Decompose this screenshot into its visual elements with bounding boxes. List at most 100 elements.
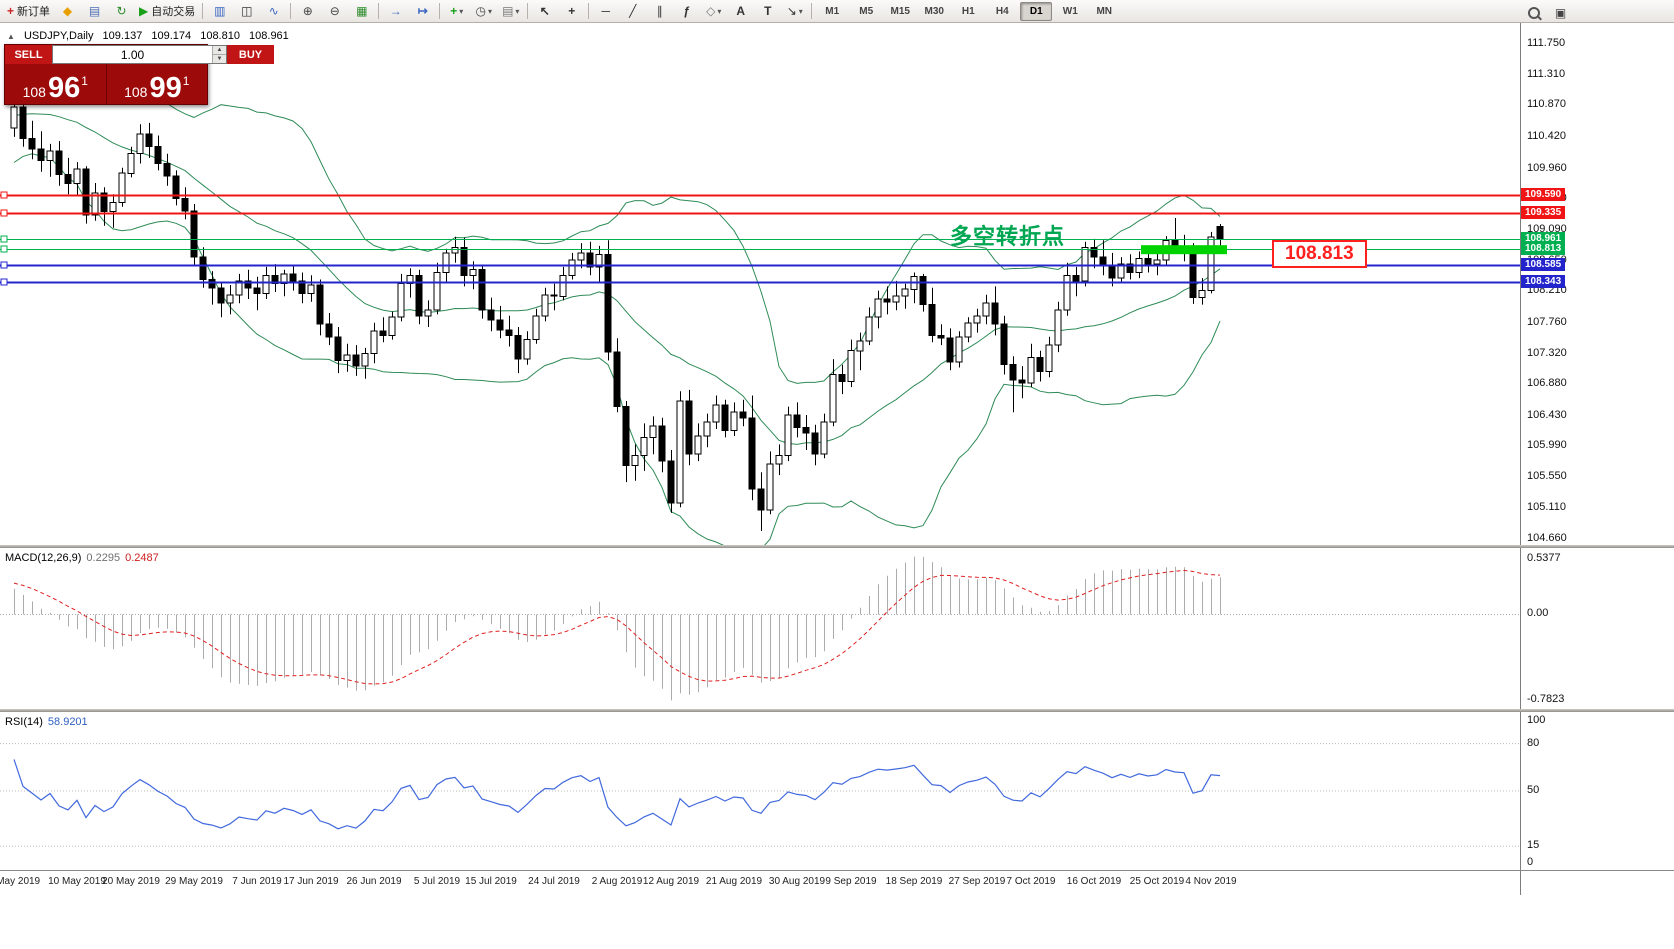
candle [55,150,63,176]
price-axis-label: 107.320 [1527,347,1567,359]
rsi-canvas[interactable] [0,712,1520,870]
timeframe-m1[interactable]: M1 [825,5,840,17]
timeframe-h4[interactable]: H4 [995,5,1009,17]
line-chart-button[interactable]: ∿ [260,1,287,22]
chart-shift-button[interactable]: ↦ [409,1,436,22]
timeframe-m30[interactable]: M30 [924,5,944,17]
auto-scroll-button[interactable]: → [382,1,409,22]
candle [1153,259,1161,265]
candle [739,411,747,419]
sell-price-prefix: 108 [22,83,46,100]
sell-price[interactable]: 108 96 1 [5,64,107,104]
collapse-trade-panel-arrow[interactable]: ▲ [7,32,15,41]
volume-up-button[interactable]: ▲ [213,46,226,55]
buy-price[interactable]: 108 99 1 [107,64,208,104]
candle [568,259,576,276]
candle [829,374,837,423]
ohlc-low: 108.810 [200,30,240,42]
macd-canvas[interactable] [0,548,1520,709]
chart-shift-icon: ↦ [417,4,428,18]
cursor-button[interactable]: ↖ [531,1,558,22]
zoom-in-button[interactable]: ⊕ [294,1,321,22]
trendline-button[interactable]: ╱ [619,1,646,22]
cursor-icon: ↖ [539,4,550,18]
price-chart-canvas[interactable] [0,23,1520,545]
templates-dropdown[interactable]: ▤ ▾ [497,1,524,22]
candle [1045,344,1053,373]
date-label: 2 Aug 2019 [591,876,643,887]
candle [1108,265,1116,279]
indicators-dropdown[interactable]: + ▾ [443,1,470,22]
ohlc-high: 109.174 [151,30,192,42]
price-axis-badge: 108.961 [1521,232,1566,245]
profiles-icon: ▤ [88,4,101,18]
price-axis-label: 105.990 [1527,439,1567,451]
price-axis-label: 109.960 [1527,162,1567,174]
timeframe-mn[interactable]: MN [1096,5,1113,17]
profiles-button[interactable]: ▤ [81,1,108,22]
fibonacci-button[interactable]: ƒ [673,1,700,22]
volume-input[interactable] [53,46,212,63]
price-scale[interactable]: 111.750 111.310 110.870 110.420 109.960 109.5… [1520,23,1674,545]
crosshair-button[interactable]: + [558,1,585,22]
metaeditor-button[interactable]: ◆ [54,1,81,22]
volume-stepper[interactable]: ▲ ▼ [52,45,227,64]
periods-dropdown[interactable]: ◷ ▾ [470,1,497,22]
candle [1117,263,1125,279]
sell-button[interactable]: SELL [5,45,52,64]
window-button[interactable]: ▣ [1547,2,1574,23]
timeframe-m15[interactable]: M15 [890,5,910,17]
timeframe-h1[interactable]: H1 [961,5,975,17]
price-axis-label: 105.110 [1527,501,1566,513]
shapes-dropdown[interactable]: ◇ ▾ [700,1,727,22]
grid-button[interactable]: ▦ [348,1,375,22]
date-label: 17 Jun 2019 [283,876,339,887]
candle [343,354,351,361]
text-icon: A [736,4,746,18]
candle [397,283,405,318]
highlight-rect [1141,245,1227,255]
candle [865,316,873,342]
timeframe-m5[interactable]: M5 [859,5,874,17]
candle [28,137,36,150]
search-icon [1527,6,1540,19]
date-label: 27 Sep 2019 [948,876,1006,887]
macd-panel: 0.5377 0.00 -0.7823 MACD(12,26,9) 0.2295 0.2… [0,548,1674,709]
timeframe-d1[interactable]: D1 [1020,1,1053,21]
panel-splitter[interactable] [0,545,1674,548]
autotrading-button[interactable]: ▶ 自动交易 [135,1,199,22]
candle [496,319,504,331]
date-label: 4 Nov 2019 [1185,876,1237,887]
symbol-title: USDJPY,Daily [23,30,94,42]
candle [811,432,819,455]
hline-button[interactable]: ─ [592,1,619,22]
timeframe-w1[interactable]: W1 [1062,5,1078,17]
search-button[interactable] [1520,2,1547,23]
buy-button[interactable]: BUY [227,45,274,64]
rsi-scale[interactable]: 100 80 50 15 0 [1520,712,1674,870]
templates-icon: ▤ [502,4,514,18]
axis-separator [1520,871,1521,895]
candlestick-button[interactable]: ◫ [233,1,260,22]
new-order-button[interactable]: + 新订单 [3,1,54,22]
channel-button[interactable]: ∥ [646,1,673,22]
label-button[interactable]: T [754,1,781,22]
candle [19,106,27,139]
candle [433,272,441,311]
arrows-dropdown[interactable]: ↘ ▾ [781,1,808,22]
panel-splitter[interactable] [0,709,1674,712]
candle [190,210,198,258]
macd-scale[interactable]: 0.5377 0.00 -0.7823 [1520,548,1674,709]
volume-down-button[interactable]: ▼ [213,55,226,63]
new-order-icon: + [7,4,15,18]
toolbar-right-group: ▣ [1520,2,1574,23]
zoom-out-button[interactable]: ⊖ [321,1,348,22]
price-axis-label: 104.660 [1527,532,1567,544]
bar-chart-button[interactable]: ▥ [206,1,233,22]
refresh-button[interactable]: ↻ [108,1,135,22]
text-button[interactable]: A [727,1,754,22]
price-axis-label: 110.420 [1527,130,1566,142]
candle [712,404,720,423]
macd-signal-line [13,569,1221,685]
